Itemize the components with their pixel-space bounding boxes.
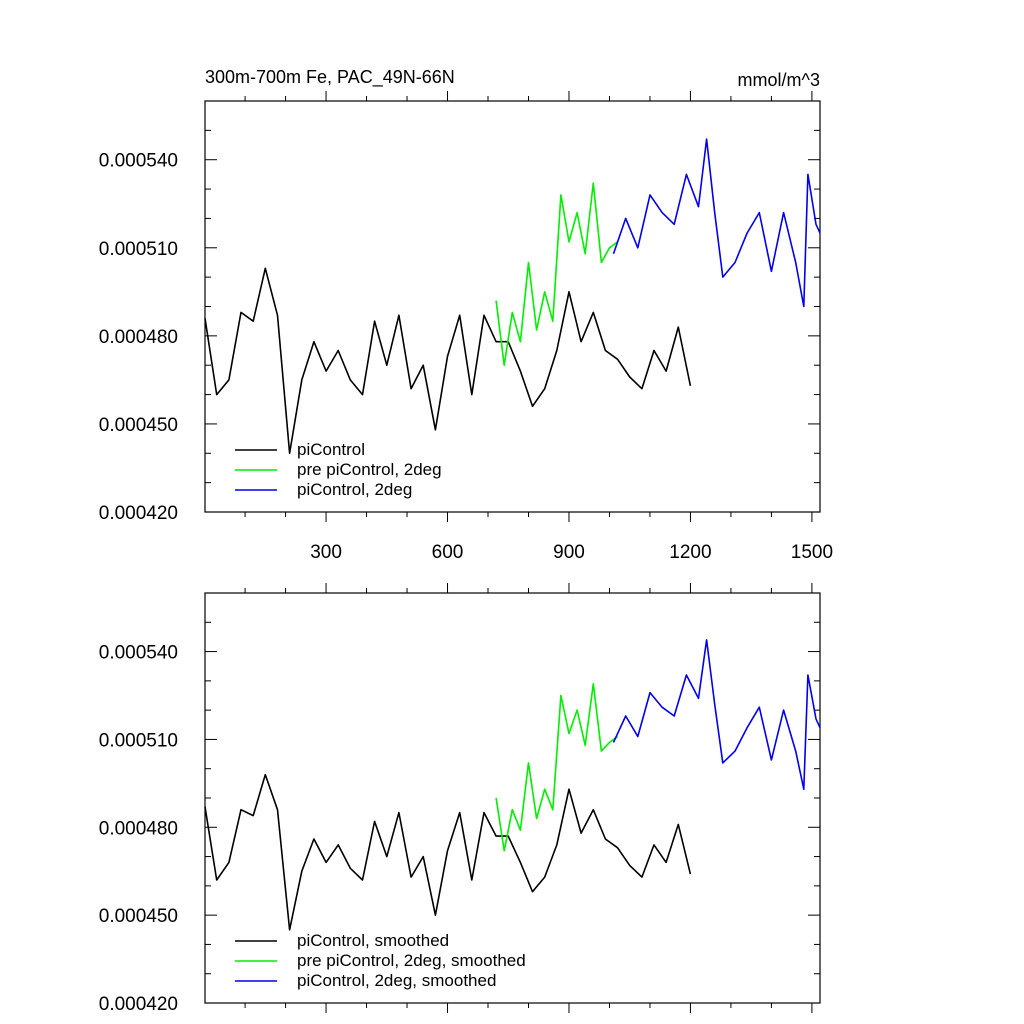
x-tick-label: 1200	[669, 542, 711, 563]
series-line	[204, 773, 692, 931]
chart-units: mmol/m^3	[738, 70, 820, 90]
y-tick-label: 0.000540	[99, 643, 178, 664]
series-line	[495, 182, 619, 367]
bottom-panel: 0.000420 0.000450 0.000480 0.000510 0.000540…	[99, 583, 821, 1015]
y-tick-label: 0.000510	[99, 730, 178, 751]
y-tick-label: 0.000480	[99, 327, 178, 348]
y-tick-label: 0.000450	[99, 415, 178, 436]
legend-label: piControl, smoothed	[297, 931, 449, 950]
series-line	[204, 267, 692, 455]
x-tick-label: 600	[432, 542, 464, 563]
y-tick-label: 0.000480	[99, 818, 178, 839]
y-tick-label: 0.000510	[99, 239, 178, 260]
legend-label: piControl	[297, 440, 365, 459]
series-line	[612, 639, 821, 791]
top-panel: 0.000420 0.000450 0.000480 0.000510 0.000540…	[99, 91, 833, 563]
x-tick-label: 900	[553, 542, 585, 563]
y-tick-label: 0.000450	[99, 906, 178, 927]
y-tick-label: 0.000420	[99, 994, 178, 1015]
x-tick-label: 1500	[791, 542, 833, 563]
legend-label: pre piControl, 2deg, smoothed	[297, 951, 526, 970]
legend-label: piControl, 2deg, smoothed	[297, 971, 496, 990]
x-tick-label: 300	[310, 542, 342, 563]
series-line	[612, 138, 821, 308]
series-line	[495, 682, 619, 852]
y-tick-label: 0.000540	[99, 151, 178, 172]
legend-label: pre piControl, 2deg	[297, 460, 442, 479]
chart-title: 300m-700m Fe, PAC_49N-66N	[205, 67, 455, 88]
legend-label: piControl, 2deg	[297, 480, 412, 499]
y-tick-label: 0.000420	[99, 503, 178, 524]
